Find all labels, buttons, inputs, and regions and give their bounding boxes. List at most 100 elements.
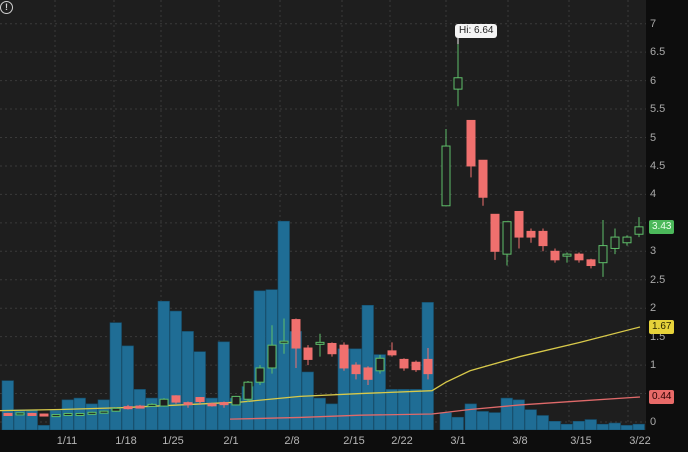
volume-bar: [193, 351, 206, 430]
candle-up: [63, 412, 73, 416]
candle-up: [267, 344, 277, 369]
candle-down: [171, 395, 181, 403]
volume-bar: [157, 300, 170, 430]
volume-bar: [464, 403, 477, 430]
volume-bar: [385, 389, 398, 430]
candle-down: [586, 259, 596, 267]
candle-up: [315, 341, 325, 345]
ma-fast-tag: 1.67: [649, 319, 675, 334]
y-tick-label: 5.5: [650, 103, 666, 116]
x-tick-label: 1/11: [56, 435, 78, 447]
y-tick-label: 2.5: [650, 273, 666, 286]
candle-up: [111, 407, 121, 412]
volume-bar: [121, 345, 134, 430]
x-tick-label: 3/15: [570, 435, 592, 447]
candle-down: [183, 402, 193, 406]
volume-bar: [25, 409, 38, 430]
y-tick-label: 5: [650, 131, 657, 144]
candle-up: [87, 411, 97, 415]
candle-down: [387, 350, 397, 356]
candle-down: [363, 367, 373, 380]
x-tick-label: 1/18: [115, 435, 137, 447]
y-tick-label: 4.5: [650, 159, 666, 172]
x-tick-label: 2/15: [343, 435, 365, 447]
volume-bar: [620, 425, 633, 430]
y-tick-label: 6.5: [650, 46, 666, 59]
volume-bar: [397, 389, 410, 430]
candle-up: [231, 395, 241, 406]
y-tick-label: 1: [650, 359, 657, 372]
y-tick-label: 4: [650, 188, 657, 201]
volume-bar: [145, 397, 158, 430]
candle-up: [147, 403, 157, 407]
volume-bar: [451, 416, 464, 430]
candle-up: [375, 357, 385, 372]
x-tick-label: 2/1: [223, 435, 239, 447]
candle-down: [538, 230, 548, 247]
candle-down: [123, 406, 133, 410]
candle-up: [243, 381, 253, 400]
candle-down: [207, 403, 217, 407]
info-icon[interactable]: !: [0, 1, 13, 14]
y-tick-label: 3: [650, 245, 657, 258]
candle-up: [562, 253, 572, 257]
candle-up: [75, 412, 85, 416]
candle-down: [327, 342, 337, 355]
ma-fast-line: [0, 326, 641, 412]
volume-bar: [476, 411, 489, 430]
candle-down: [423, 358, 433, 375]
chart-canvas: [0, 0, 646, 430]
volume-bar: [548, 420, 561, 430]
candle-up: [453, 77, 463, 90]
volume-bar: [1, 380, 14, 430]
candle-down: [219, 402, 229, 406]
volume-bar: [169, 310, 182, 430]
y-tick-label: 6: [650, 74, 657, 87]
candle-down: [574, 253, 584, 261]
candle-up: [15, 412, 25, 416]
volume-bar: [572, 420, 585, 430]
x-tick-label: 1/25: [162, 435, 184, 447]
candle-down: [411, 361, 421, 371]
candle-up: [99, 410, 109, 414]
candle-down: [399, 358, 409, 369]
volume-bar: [349, 348, 362, 430]
last-price-tag: 3.43: [649, 219, 675, 234]
candle-up: [622, 236, 632, 244]
candle-down: [339, 344, 349, 369]
candle-up: [634, 226, 644, 235]
candle-up: [610, 236, 620, 249]
plot-area[interactable]: [0, 0, 646, 430]
volume-bar: [301, 371, 314, 430]
candle-down: [3, 412, 13, 416]
volume-bar: [313, 397, 326, 430]
volume-bar: [524, 409, 537, 430]
high-price-annotation: Hi: 6.64: [455, 24, 498, 38]
volume-bar: [409, 389, 422, 430]
volume-bar: [97, 399, 110, 430]
candle-down: [478, 159, 488, 198]
x-tick-label: 3/1: [450, 435, 466, 447]
volume-bar: [536, 415, 549, 430]
candle-up: [441, 145, 451, 207]
volume-bar: [205, 397, 218, 430]
volume-bar: [500, 397, 513, 430]
volume-bar: [133, 389, 146, 430]
volume-bar: [37, 425, 50, 430]
x-tick-label: 3/22: [629, 435, 651, 447]
x-tick-label: 2/8: [284, 435, 300, 447]
volume-bar: [584, 419, 597, 430]
candle-down: [27, 412, 37, 416]
candle-down: [466, 119, 476, 167]
x-tick-label: 2/22: [391, 435, 413, 447]
candle-down: [39, 413, 49, 417]
y-tick-label: 0: [650, 416, 657, 428]
volume-bar: [439, 412, 452, 430]
volume-bar: [49, 409, 62, 430]
candle-down: [135, 405, 145, 409]
candle-down: [514, 210, 524, 238]
volume-bar: [217, 341, 230, 430]
ma-slow-line: [229, 396, 641, 420]
volume-bar: [109, 322, 122, 430]
